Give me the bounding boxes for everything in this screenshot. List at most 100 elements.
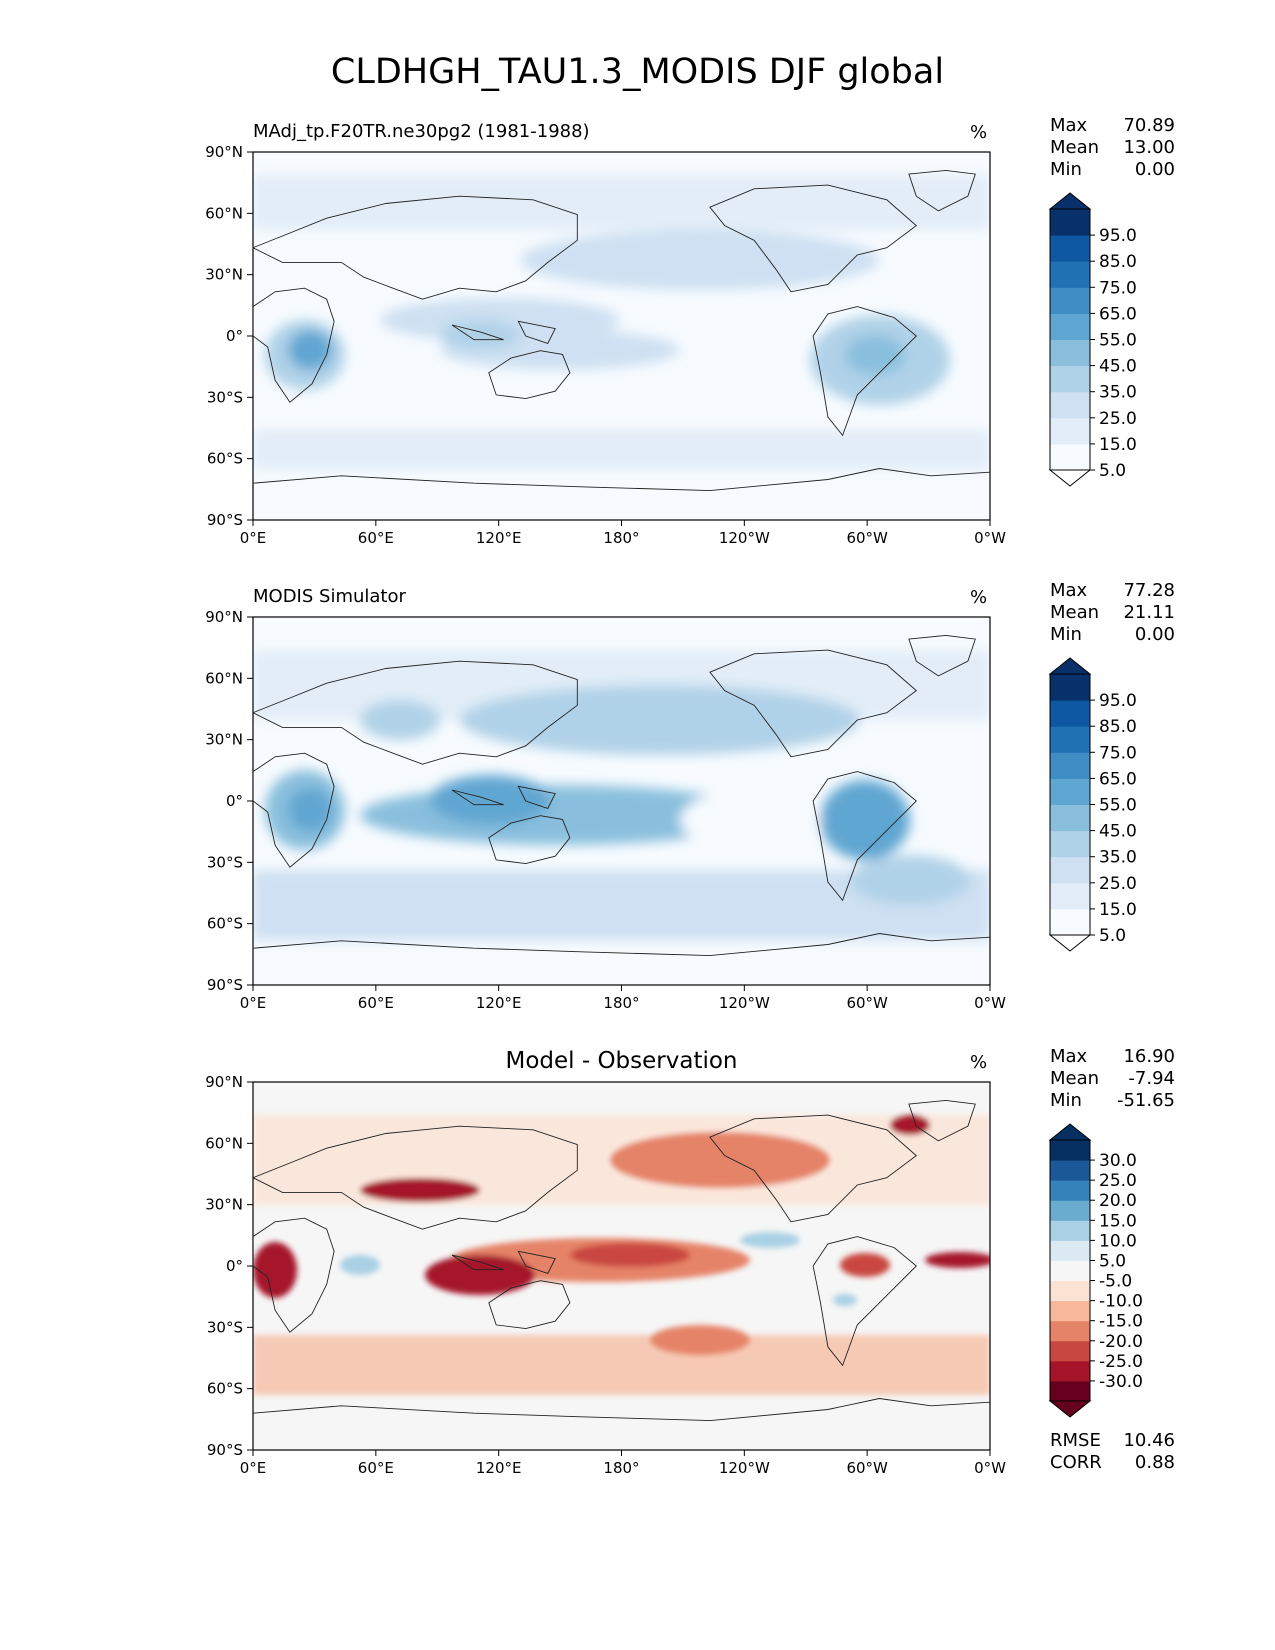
panel-3-stat-value-max: 16.90 [1123, 1046, 1175, 1067]
panel-1-colorbar-extend-top [1048, 192, 1092, 210]
y-tick-label: 0° [226, 1257, 243, 1275]
x-tick-label: 60°E [358, 529, 394, 547]
panel-1-colorbar-segment [1050, 443, 1090, 471]
coastline [517, 1250, 556, 1274]
y-tick-label: 60°N [205, 669, 243, 687]
panel-2-colorbar-label: 85.0 [1099, 717, 1137, 737]
panel-3-metric-value-rmse: 10.46 [1123, 1430, 1175, 1451]
panel-3-colorbar-label: -5.0 [1099, 1272, 1132, 1292]
x-tick-label: 0°W [974, 994, 1006, 1012]
panel-3-stat-label-min: Min [1050, 1090, 1082, 1111]
x-tick-label: 120°W [719, 994, 770, 1012]
panel-3-center-title: Model - Observation [505, 1048, 738, 1074]
panel-3-colorbar-label: -30.0 [1099, 1372, 1143, 1392]
panel-3-stat-label-max: Max [1050, 1046, 1088, 1067]
panel-2-stat-label-min: Min [1050, 624, 1082, 645]
panel-2-colorbar-label: 75.0 [1099, 743, 1137, 763]
panel-3-colorbar-label: 5.0 [1099, 1251, 1126, 1271]
panel-3-colorbar-segment [1050, 1240, 1090, 1261]
panel-3-colorbar-segment [1050, 1180, 1090, 1201]
coastline [451, 789, 504, 806]
panel-1-colorbar-label: 65.0 [1099, 304, 1137, 324]
panel-1-stat-value-max: 70.89 [1123, 115, 1175, 136]
panel-2-colorbar-label: 65.0 [1099, 769, 1137, 789]
panel-1-stat-label-min: Min [1050, 159, 1082, 180]
panel-2-colorbar-segment [1050, 752, 1090, 779]
y-tick-label: 90°S [207, 1441, 243, 1459]
y-tick-label: 90°N [205, 608, 243, 626]
x-tick-label: 0°W [974, 1459, 1006, 1477]
panel-1-colorbar-segment [1050, 365, 1090, 393]
y-tick-label: 90°S [207, 976, 243, 994]
panel-1-colorbar-label: 15.0 [1099, 435, 1137, 455]
panel-1-colorbar-segment [1050, 339, 1090, 367]
panel-3-colorbar-label: -20.0 [1099, 1332, 1143, 1352]
coastline [253, 660, 578, 765]
coastline [253, 195, 578, 300]
panel-3-colorbar-segment [1050, 1360, 1090, 1382]
coastline [812, 1236, 917, 1367]
panel-2-colorbar-label: 95.0 [1099, 691, 1137, 711]
panel-3-colorbar-label: 30.0 [1099, 1151, 1137, 1171]
panel-3-colorbar-label: 10.0 [1099, 1231, 1137, 1251]
panel-3-stat-label-mean: Mean [1050, 1068, 1100, 1089]
panel-2-stat-value-min: 0.00 [1134, 624, 1175, 645]
coastline [253, 468, 990, 492]
panel-1-colorbar-segment [1050, 417, 1090, 445]
panel-1-colorbar-segment [1050, 261, 1090, 288]
panel-1-colorbar-segment [1050, 209, 1090, 236]
panel-1-stat-value-min: 0.00 [1134, 159, 1175, 180]
x-tick-label: 180° [603, 994, 639, 1012]
panel-1-colorbar-segment [1050, 287, 1090, 314]
y-tick-label: 30°S [207, 1318, 243, 1336]
x-tick-label: 60°E [358, 1459, 394, 1477]
x-tick-label: 60°W [846, 529, 888, 547]
panel-2-left-title: MODIS Simulator [253, 586, 406, 607]
panel-3-colorbar-extend-bottom [1048, 1400, 1092, 1418]
panel-2-stat-label-mean: Mean [1050, 602, 1100, 623]
panel-2-colorbar-label: 35.0 [1099, 848, 1137, 868]
panel-2-colorbar-segment [1050, 674, 1090, 701]
panel-3-colorbar-segment [1050, 1160, 1090, 1181]
x-tick-label: 60°W [846, 1459, 888, 1477]
coastline [451, 324, 504, 341]
coastlines [253, 169, 990, 1422]
panel-1-colorbar-label: 25.0 [1099, 409, 1137, 429]
panel-2-colorbar-label: 5.0 [1099, 926, 1126, 946]
panel-1-left-title: MAdj_tp.F20TR.ne30pg2 (1981-1988) [253, 121, 590, 142]
x-tick-label: 0°E [240, 1459, 267, 1477]
panel-2-stat-value-mean: 21.11 [1123, 602, 1175, 623]
panel-2-colorbar-extend-bottom [1048, 934, 1092, 952]
panel-2-colorbar-segment [1050, 882, 1090, 910]
x-tick-label: 0°E [240, 994, 267, 1012]
panel-3-colorbar-label: 20.0 [1099, 1191, 1137, 1211]
panel-1-stat-label-mean: Mean [1050, 137, 1100, 158]
panel-3-colorbar-segment [1050, 1260, 1090, 1282]
y-tick-label: 90°S [207, 511, 243, 529]
panel-3-units: % [970, 1052, 988, 1073]
panel-3-colorbar-segment [1050, 1340, 1090, 1362]
coastline [253, 1217, 335, 1333]
panel-3-colorbar-frame [1049, 1139, 1091, 1402]
panel-1-colorbar-segment [1050, 235, 1090, 262]
y-tick-label: 60°S [207, 1380, 243, 1398]
panel-1-map [253, 152, 990, 520]
x-tick-label: 60°W [846, 994, 888, 1012]
panel-2-units: % [970, 587, 988, 608]
coastline [517, 785, 556, 809]
panel-2-colorbar-segment [1050, 908, 1090, 936]
panel-1-colorbar-label: 55.0 [1099, 331, 1137, 351]
x-tick-label: 120°E [476, 1459, 522, 1477]
coastline [253, 287, 335, 403]
panel-3-colorbar-segment [1050, 1380, 1090, 1402]
panel-1-colorbar-segment [1050, 391, 1090, 419]
y-tick-label: 30°N [205, 731, 243, 749]
panel-1-units: % [970, 122, 988, 143]
y-tick-label: 30°S [207, 388, 243, 406]
coastline [488, 1280, 571, 1330]
coastline [908, 1099, 976, 1142]
coastline [488, 815, 571, 865]
x-tick-label: 0°W [974, 529, 1006, 547]
panel-3-colorbar-segment [1050, 1140, 1090, 1161]
coastline [488, 350, 571, 400]
